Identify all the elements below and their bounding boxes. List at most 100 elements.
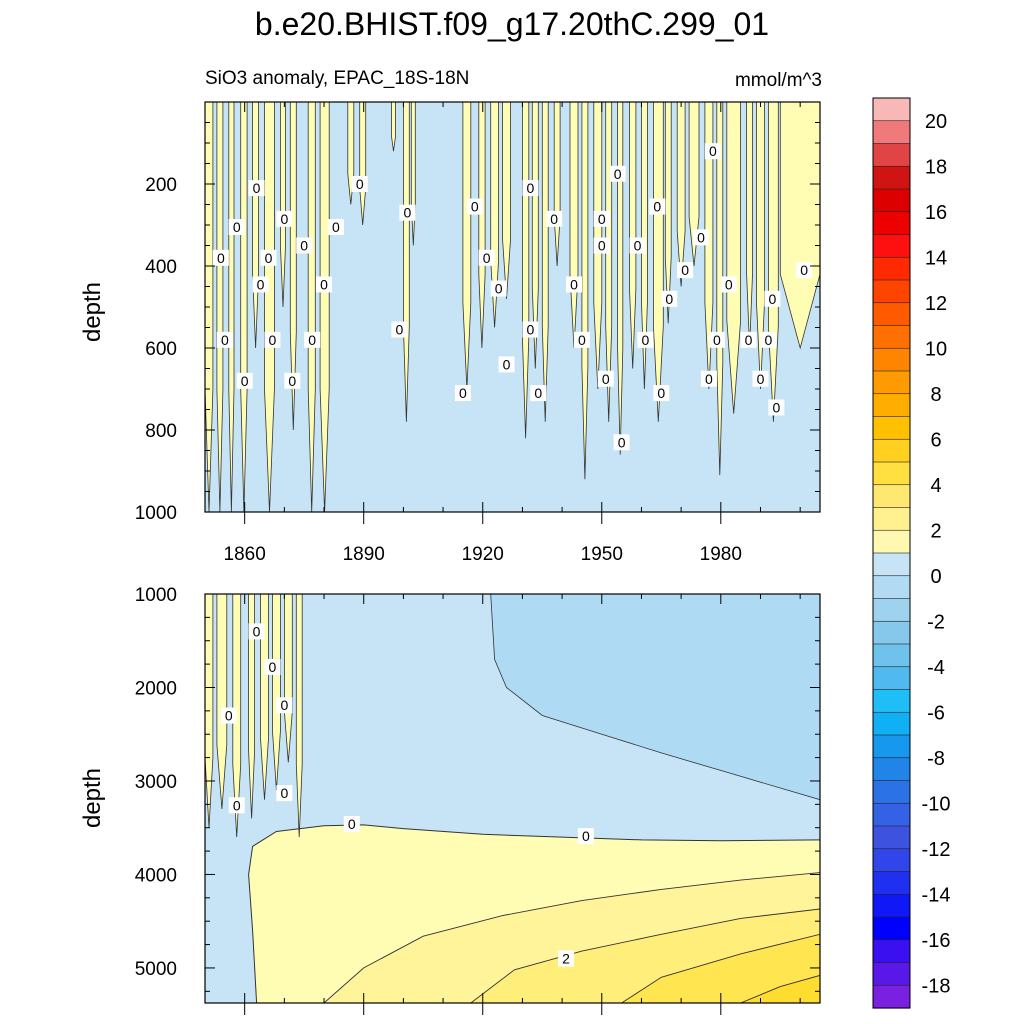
contour-label-box (708, 331, 725, 348)
contour-label: 0 (403, 205, 411, 221)
contour-label: 0 (705, 371, 713, 387)
contour-label: 0 (280, 211, 288, 227)
contour-label-box (260, 249, 277, 266)
contour-label-box (228, 797, 245, 814)
colorbar-label: -8 (927, 748, 945, 770)
contour-label: 0 (713, 332, 721, 348)
colorbar-swatch (872, 962, 911, 986)
contour-label-box (236, 372, 253, 389)
colorbar-swatch (872, 689, 911, 713)
contour-label: 0 (265, 250, 273, 266)
y-axis-label-upper: depth (79, 282, 106, 342)
colorbar-swatch (872, 666, 911, 691)
contour-label-box (522, 321, 539, 338)
colorbar-label: 0 (930, 566, 941, 588)
contour-label: 0 (634, 238, 642, 254)
x-tick-label: 1890 (343, 544, 385, 565)
contour-label-box (478, 249, 495, 266)
chart-title: b.e20.BHIST.f09_g17.20thC.299_01 (255, 6, 769, 42)
colorbar-swatch (872, 188, 911, 213)
positive-anomaly-stripe (403, 102, 410, 422)
colorbar-label: 14 (925, 247, 947, 269)
contour-label-box (248, 623, 265, 640)
colorbar-swatch (872, 165, 911, 190)
contour-label-box (284, 372, 301, 389)
positive-anomaly-stripe (295, 594, 303, 838)
y-axis-label-lower: depth (79, 768, 106, 828)
contour-label-box (327, 219, 344, 236)
contour-label: 0 (280, 785, 288, 801)
y-tick-label: 400 (145, 257, 177, 278)
contour-label-box (796, 262, 813, 279)
contour-label-box (637, 331, 654, 348)
colorbar-swatch (872, 916, 911, 941)
contour-label: 0 (550, 211, 558, 227)
colorbar-swatch (872, 97, 911, 122)
contour-label: 0 (800, 262, 808, 278)
colorbar-label: -10 (922, 793, 951, 815)
x-tick-label: 1920 (462, 544, 504, 565)
contour-label: 0 (709, 143, 717, 159)
positive-anomaly-stripe (359, 102, 367, 226)
contour-label-box (653, 385, 670, 402)
contour-label-box (228, 219, 245, 236)
contour-label: 0 (495, 281, 503, 297)
positive-anomaly-stripe (779, 102, 820, 350)
colorbar-label: -16 (922, 930, 951, 952)
colorbar-swatch (872, 939, 911, 964)
positive-anomaly-stripe (462, 102, 472, 390)
y-tick-label: 1000 (135, 503, 177, 524)
contour-label-box (566, 276, 582, 293)
contour-label: 0 (253, 180, 261, 196)
x-tick-label: 1980 (700, 544, 742, 565)
contour-label-box (498, 356, 515, 373)
positive-anomaly-stripe (248, 594, 255, 819)
contour-label-box (296, 237, 313, 254)
positive-anomaly-stripe (272, 594, 281, 791)
colorbar-swatch (872, 347, 911, 372)
colorbar-label: -14 (922, 884, 951, 906)
contour-label: 0 (768, 291, 776, 307)
colorbar-swatch (872, 575, 911, 600)
contour-label: 0 (665, 291, 673, 307)
contour-label-box (351, 176, 368, 192)
positive-anomaly-stripe (478, 102, 486, 349)
positive-anomaly-stripe (541, 102, 549, 422)
contour-label-box (649, 198, 666, 215)
contour-label-box (720, 276, 737, 293)
contour-label: 0 (471, 199, 479, 215)
positive-anomaly-stripe (581, 102, 589, 480)
contour-label: 0 (598, 211, 606, 227)
contour-label: 0 (570, 276, 578, 292)
colorbar-label: 6 (930, 429, 941, 451)
colorbar-swatch (872, 120, 911, 145)
colorbar-label: -6 (927, 702, 945, 724)
contour-label-box (760, 331, 777, 348)
contour-label-box (276, 785, 293, 802)
contour-label: 0 (217, 250, 225, 266)
colorbar: 20181614121086420-2-4-6-8-10-12-14-16-18… (872, 97, 951, 1024)
colorbar-label: 8 (930, 384, 941, 406)
colorbar-frame (872, 97, 911, 1009)
contour-label: 0 (503, 356, 511, 372)
contour-label: 0 (598, 238, 606, 254)
colorbar-swatch (872, 780, 911, 804)
colorbar-swatch (872, 893, 911, 918)
contour-label-box (264, 658, 281, 675)
y-tick-label: 1000 (135, 585, 177, 606)
contour-label-box (629, 237, 646, 254)
positive-anomaly-stripe (240, 102, 248, 512)
contour-label: 0 (257, 276, 265, 292)
lower-panel: 0 0 0 0 0 0 0 0 2 1000 2000 3000 4000 5000 (135, 585, 821, 1015)
positive-anomaly-stripe (617, 102, 624, 455)
colorbar-swatch (872, 484, 911, 509)
colorbar-swatch (872, 143, 911, 167)
contour-label: 0 (657, 385, 665, 401)
contour-label-box (343, 815, 360, 832)
contour-label-box (316, 276, 333, 293)
colorbar-label: 4 (930, 475, 941, 497)
positive-anomaly-stripe (410, 102, 416, 246)
contour-label-box (677, 262, 694, 279)
positive-anomaly-stripe (653, 102, 664, 422)
contour-label: 0 (602, 371, 610, 387)
